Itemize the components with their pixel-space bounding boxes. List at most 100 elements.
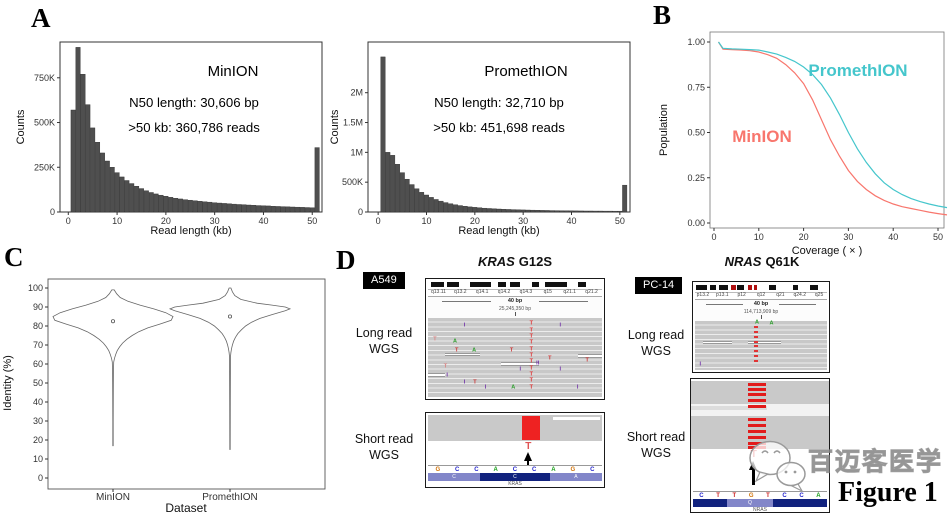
snp-mismatch [754,325,759,328]
x-tick-label: 50 [933,232,943,242]
histogram-bar [295,206,301,213]
x-tick-label: 0 [711,232,716,242]
read-gap [553,417,601,420]
sequence-base: G [435,467,441,473]
scale-line [539,301,589,302]
histogram-bar [192,200,198,213]
histogram-bar [578,210,584,213]
histogram-bar [409,184,415,213]
ideogram-band-label: p12 [737,292,746,298]
histogram-bar [290,206,296,213]
scale-line [441,301,491,302]
y-tick-label: 60 [33,359,43,369]
y-tick-label: 2M [350,88,363,98]
snp-mismatch [754,340,759,343]
read-alignments: T T T T T T T T T T T I I T A T A T T T II I T I I I T I A I [428,318,602,397]
snp-mismatch: T [529,364,534,371]
y-tick-label: 40 [33,397,43,407]
histogram-bar [404,178,410,213]
base-mismatch: A [769,320,774,327]
amino-acid-segment [773,499,827,507]
chart-title: MinION [208,63,259,80]
base-mismatch: I [699,361,702,368]
panel-c-label: C [4,242,24,272]
variant-allele-bar [747,383,766,387]
arrow-stem [751,470,755,485]
histogram-bar [428,197,434,213]
amino-acid-track: Q [693,499,827,507]
y-tick-label: 0 [38,473,43,483]
histogram-bars [380,56,628,213]
ideogram-band-label: q21 [776,292,785,298]
sequence-base: A [493,467,498,473]
gene-name-label: NRAS [753,507,767,513]
histogram-bar [207,201,213,213]
y-tick-label: 80 [33,321,43,331]
base-mismatch: T [443,363,448,370]
snp-mismatch: T [529,352,534,359]
x-tick-label: 50 [615,216,625,226]
histogram-bar [453,204,458,213]
ideogram-band-labels: p13.2 p13.1 p12 q12 q21 q24.2 q25 [695,292,827,298]
snp-mismatch: T [529,339,534,346]
histogram-bar [612,210,618,213]
histogram-bar [119,176,125,213]
panel-a-label: A [31,3,51,33]
histogram-bar [168,197,174,213]
base-mismatch: T [585,357,589,364]
histogram-bar [564,210,570,213]
ideogram-band [577,282,587,287]
ideogram-band [544,282,568,287]
sequence-base: T [716,493,720,499]
ideogram-band [709,285,717,290]
ideogram-band [447,282,460,287]
ideogram-band [532,282,540,287]
ideogram-band [792,285,798,290]
histogram-bar [178,198,183,213]
read-pileup-block [691,406,767,410]
variant-allele-bar [747,430,766,434]
y-tick-label: 20 [33,435,43,445]
histogram-bar [163,196,169,213]
snp-mismatch [754,330,759,333]
x-tick-label: 50 [307,216,317,226]
histogram-bar [433,199,439,213]
scale-line [705,304,743,305]
x-tick-label: 20 [161,216,171,226]
x-axis-label: Read length (kb) [458,225,539,237]
ideogram-band [737,285,744,290]
x-tick-label: 20 [799,232,809,242]
base-mismatch: II [536,360,540,367]
chart-title: PromethION [484,63,567,80]
snp-mismatch: T [529,371,534,378]
coverage_population_curves: 0.00 0.25 0.50 0.75 1.00 0 10 20 30 40 50 MinION Pro… [658,31,948,257]
base-mismatch: T [433,336,437,343]
violin-minion [52,289,174,447]
series-line-minion [717,41,948,216]
sequence-base: C [455,467,460,473]
gene-name: KRAS [477,254,515,269]
histogram-bar [573,210,579,213]
ideogram-band-label: q14.1 [475,289,489,295]
histogram-bar [241,204,247,213]
histogram-bar [491,208,497,213]
histogram-bar [221,203,227,213]
histogram-bar [496,208,502,213]
histogram-bar [139,188,144,213]
histogram-bar [462,206,468,213]
watermark-text: 百迈客医学 [807,448,944,477]
histogram-bar [231,203,237,213]
histogram-bar [182,199,188,213]
y-tick-label: 0.00 [687,218,705,228]
snp-mismatch: T [529,358,534,365]
variant-allele-bar [747,442,766,446]
minion_read_length_histogram: 0 250K 500K 750K 0 10 20 30 40 50 MinION N50 length… [15,41,323,237]
histogram-bar [85,104,91,213]
cell-line-badge-a549: A549 [363,272,405,289]
histogram-bar [212,202,218,213]
base-mismatch: T [509,347,514,354]
sequence-base: A [816,493,821,499]
snp-mismatch: T [529,383,534,390]
histogram-bar [602,210,608,213]
igv-long-read-pc14: p13.2 p13.1 p12 q12 q21 q24.2 q25 40 bp 114,713,… [692,281,830,373]
